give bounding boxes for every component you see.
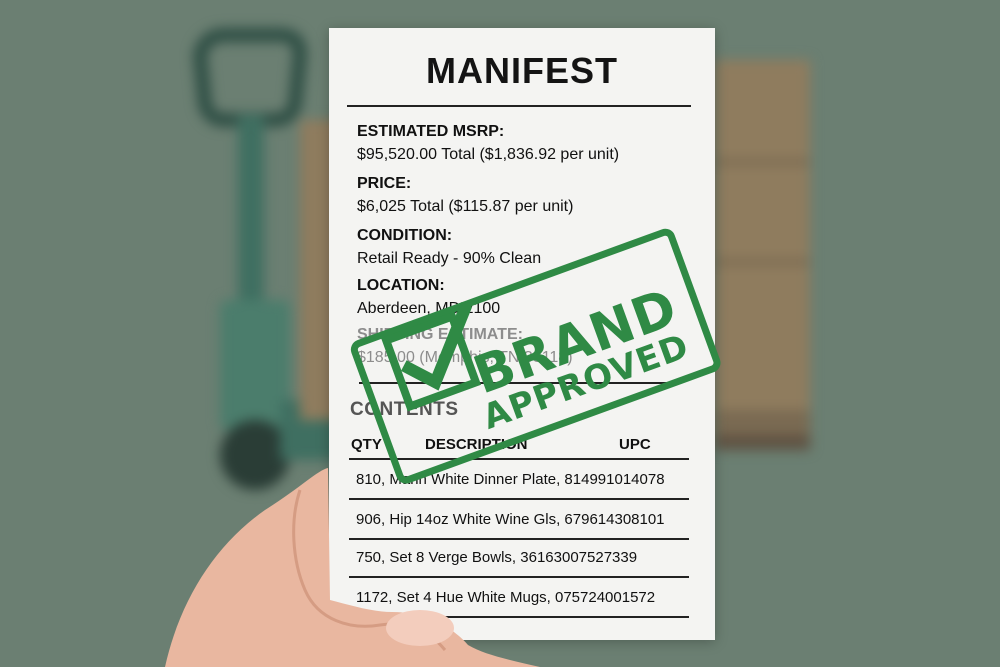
header-divider — [349, 458, 689, 460]
table-row: 1172, Set 4 Hue White Mugs, 075724001572 — [356, 589, 656, 606]
price-value: $6,025 Total ($115.87 per unit) — [357, 198, 574, 215]
manifest-title: MANIFEST — [426, 50, 618, 91]
price-label: PRICE: — [357, 175, 412, 192]
condition-label: CONDITION: — [357, 227, 453, 244]
row-divider — [349, 616, 689, 618]
title-divider — [347, 105, 691, 107]
row-divider — [349, 576, 689, 578]
estimated-msrp-value: $95,520.00 Total ($1,836.92 per unit) — [357, 146, 620, 163]
contents-heading: CONTENTS — [350, 399, 459, 420]
estimated-msrp-label: ESTIMATED MSRP: — [357, 123, 505, 140]
checkmark-icon — [381, 302, 482, 412]
column-upc: UPC — [619, 436, 651, 453]
row-divider — [349, 538, 689, 540]
table-row: 906, Hip 14oz White Wine Gls, 6796143081… — [356, 511, 665, 528]
location-label: LOCATION: — [357, 277, 445, 294]
column-description: DESCRIPTION — [425, 436, 528, 453]
details-divider — [359, 382, 681, 384]
row-divider — [349, 498, 689, 500]
brand-approved-stamp: BRAND APPROVED — [348, 225, 724, 487]
pallet-boxes — [715, 60, 810, 450]
column-qty: QTY — [351, 436, 382, 453]
condition-value: Retail Ready - 90% Clean — [357, 250, 542, 267]
table-row: 750, Set 8 Verge Bowls, 36163007527339 — [356, 549, 638, 566]
